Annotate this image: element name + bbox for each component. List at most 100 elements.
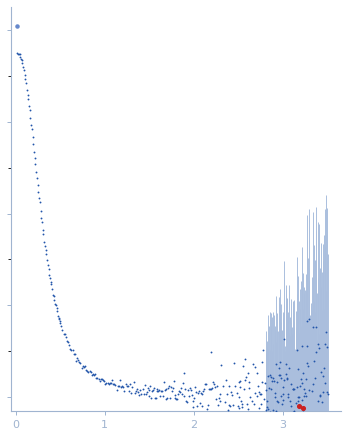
Point [287,364,292,371]
Point [125,382,130,389]
Point [236,378,241,385]
Point [298,376,304,383]
Point [215,401,221,408]
Point [251,420,256,427]
Point [86,368,91,375]
Point [308,414,313,421]
Point [317,416,322,423]
Point [143,391,149,398]
Point [25,96,31,103]
Point [184,399,190,406]
Point [266,373,271,380]
Point [217,398,222,405]
Point [32,155,38,162]
Point [245,405,251,412]
Point [299,396,305,403]
Point [43,246,48,253]
Point [203,380,208,387]
Point [91,372,97,379]
Point [300,405,306,412]
Point [192,395,197,402]
Point [306,386,311,393]
Point [244,401,250,408]
Point [253,421,259,428]
Point [183,385,188,392]
Point [121,384,126,391]
Point [24,87,30,94]
Point [104,379,109,386]
Point [70,347,76,354]
Point [221,413,227,420]
Point [38,207,44,214]
Point [322,340,328,347]
Point [305,420,311,427]
Point [239,400,245,407]
Point [157,392,163,399]
Point [240,403,245,410]
Point [156,387,161,394]
Point [263,406,269,413]
Point [124,382,129,389]
Point [193,389,199,396]
Point [213,395,219,402]
Point [229,389,234,396]
Point [270,413,275,420]
Point [176,388,182,395]
Point [97,378,102,385]
Point [169,387,175,394]
Point [275,398,280,405]
Point [267,371,273,378]
Point [250,416,255,423]
Point [289,417,295,424]
Point [238,398,244,405]
Point [203,380,209,387]
Point [237,384,243,391]
Point [319,436,325,437]
Point [78,360,83,367]
Point [145,384,151,391]
Point [16,50,22,57]
Point [321,372,326,379]
Point [235,402,240,409]
Point [313,324,319,331]
Point [236,405,241,412]
Point [99,376,105,383]
Point [279,375,284,382]
Point [149,387,155,394]
Point [298,382,303,389]
Point [280,396,286,403]
Point [173,395,178,402]
Point [112,381,117,388]
Point [247,393,253,400]
Point [119,382,125,389]
Point [295,398,301,405]
Point [174,396,179,403]
Point [261,435,267,437]
Point [300,380,305,387]
Point [157,387,162,394]
Point [178,384,184,391]
Point [76,357,81,364]
Point [200,402,205,409]
Point [303,376,309,383]
Point [17,54,23,61]
Point [318,411,324,418]
Point [285,393,290,400]
Point [36,195,42,202]
Point [315,397,321,404]
Point [272,393,277,400]
Point [268,373,274,380]
Point [311,358,316,365]
Point [288,402,293,409]
Point [296,402,302,409]
Point [58,323,64,329]
Point [118,384,124,391]
Point [198,389,204,396]
Point [123,381,128,388]
Point [192,383,198,390]
Point [232,382,238,389]
Point [317,393,323,400]
Point [62,331,68,338]
Point [137,386,143,393]
Point [307,423,313,430]
